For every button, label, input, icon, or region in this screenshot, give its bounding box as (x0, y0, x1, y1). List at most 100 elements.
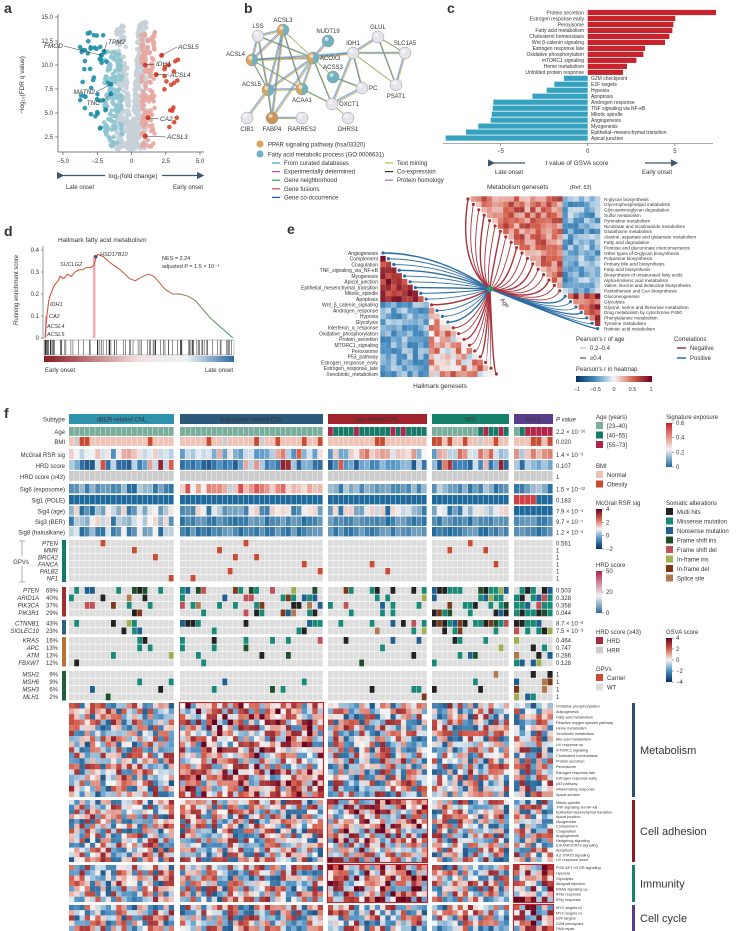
somatic-cell (79, 659, 85, 667)
clinical-cell (264, 449, 270, 459)
clinical-cell (238, 516, 244, 526)
somatic-cell (232, 602, 238, 609)
gpv-cell (400, 575, 406, 582)
clinical-cell (421, 427, 427, 436)
somatic-cell (254, 644, 260, 652)
somatic-cell (467, 652, 473, 659)
somatic-cell (364, 693, 370, 701)
gsva-cell (79, 714, 85, 720)
clinical-cell (406, 471, 411, 481)
clinical-cell (380, 484, 385, 494)
gsva-cell (90, 780, 96, 786)
gpv-cell (74, 568, 80, 575)
network-node-acsl5[interactable]: ACSL5 (242, 82, 275, 97)
somatic-cell (232, 594, 238, 602)
gpv-cell (307, 568, 313, 575)
somatic-cell (411, 678, 417, 686)
gpv-cell (525, 540, 531, 547)
gpv-cell (338, 575, 344, 582)
clinical-cell (264, 516, 270, 526)
clinical-cell (259, 449, 265, 459)
gpv-cell (457, 575, 463, 582)
heat-cell (380, 359, 386, 366)
somatic-cell (432, 678, 437, 686)
gpv-cell (132, 547, 137, 554)
somatic-cell (380, 671, 385, 678)
heat-cell (380, 273, 386, 280)
data-point (138, 24, 144, 30)
clinical-cell (270, 460, 275, 470)
clinical-cell (100, 516, 106, 526)
clinical-cell (395, 506, 401, 516)
somatic-cell (498, 587, 504, 594)
network-node-cib1[interactable]: CIB1 (240, 111, 254, 133)
somatic-cell (317, 620, 323, 627)
network-node-rarres2[interactable]: RARRES2 (288, 111, 317, 133)
somatic-cell (116, 602, 122, 609)
heat-cell (401, 342, 408, 349)
network-node-acox3[interactable]: ACOX3 (306, 51, 341, 65)
gsva-cell (121, 725, 127, 731)
heat-cell (508, 201, 514, 208)
network-node-acsl3[interactable]: ACSL3 (273, 18, 293, 37)
heat-cell (445, 325, 451, 331)
somatic-cell (163, 693, 169, 701)
somatic-cell (211, 659, 217, 667)
network-node-nudt19[interactable]: NUDT19 (316, 29, 340, 48)
clinical-cell (519, 427, 525, 436)
data-point (142, 19, 147, 25)
gpv-cell (498, 575, 504, 582)
gsva-cell (69, 747, 75, 753)
somatic-cell (153, 686, 158, 693)
clinical-cell (380, 527, 385, 537)
somatic-cell (201, 671, 207, 678)
heat-cell (513, 201, 520, 208)
heat-cell (396, 313, 402, 320)
somatic-cell (147, 659, 153, 667)
somatic-cell (525, 678, 531, 686)
network-node-lss[interactable]: LSS (251, 24, 265, 43)
gsva-cell (147, 736, 154, 742)
gpv-cell (447, 575, 453, 582)
network-node-psat1[interactable]: PSAT1 (387, 78, 406, 100)
somatic-cell (473, 620, 478, 627)
gsva-cell (95, 747, 101, 753)
clinical-cell (312, 527, 318, 537)
clinical-cell (343, 427, 349, 436)
network-node-idh1[interactable]: IDH1 (346, 41, 360, 60)
network-node-oxct1[interactable]: OXCT1 (325, 97, 360, 111)
somatic-cell (190, 693, 196, 701)
data-point (121, 88, 127, 94)
clinical-cell (467, 516, 473, 526)
heat-cell (551, 228, 558, 235)
legend-edge-label: Text mining (397, 161, 427, 167)
p-value: 1 (556, 475, 560, 481)
network-node-slc1a5[interactable]: SLC1A5 (394, 41, 417, 60)
gpv-cell (364, 568, 370, 575)
clinical-cell (105, 527, 111, 537)
gpv-cell (390, 561, 396, 568)
bar (587, 57, 637, 63)
somatic-cell (514, 609, 520, 617)
network-node-fabp4[interactable]: FABP4 (263, 111, 282, 133)
heat-cell (445, 330, 451, 337)
somatic-cell (503, 644, 509, 652)
gsva-cell (147, 758, 154, 764)
somatic-cell (201, 609, 207, 617)
somatic-cell (369, 594, 375, 602)
somatic-cell (132, 587, 137, 594)
gsva-cell (74, 763, 80, 770)
somatic-cell (354, 644, 359, 652)
clinical-cell (369, 449, 375, 459)
network-node-pc[interactable]: PC (355, 81, 378, 95)
somatic-cell (354, 637, 359, 644)
clinical-cell (163, 460, 169, 470)
network-node-dhrs1[interactable]: DHRS1 (338, 111, 359, 133)
clinical-cell (301, 506, 307, 516)
clinical-cell (395, 471, 401, 481)
gsva-cell (132, 758, 138, 764)
network-node-acsl4[interactable]: ACSL4 (226, 52, 259, 67)
heat-cell (594, 223, 601, 229)
heat-cell (513, 228, 520, 235)
somatic-cell (457, 594, 463, 602)
